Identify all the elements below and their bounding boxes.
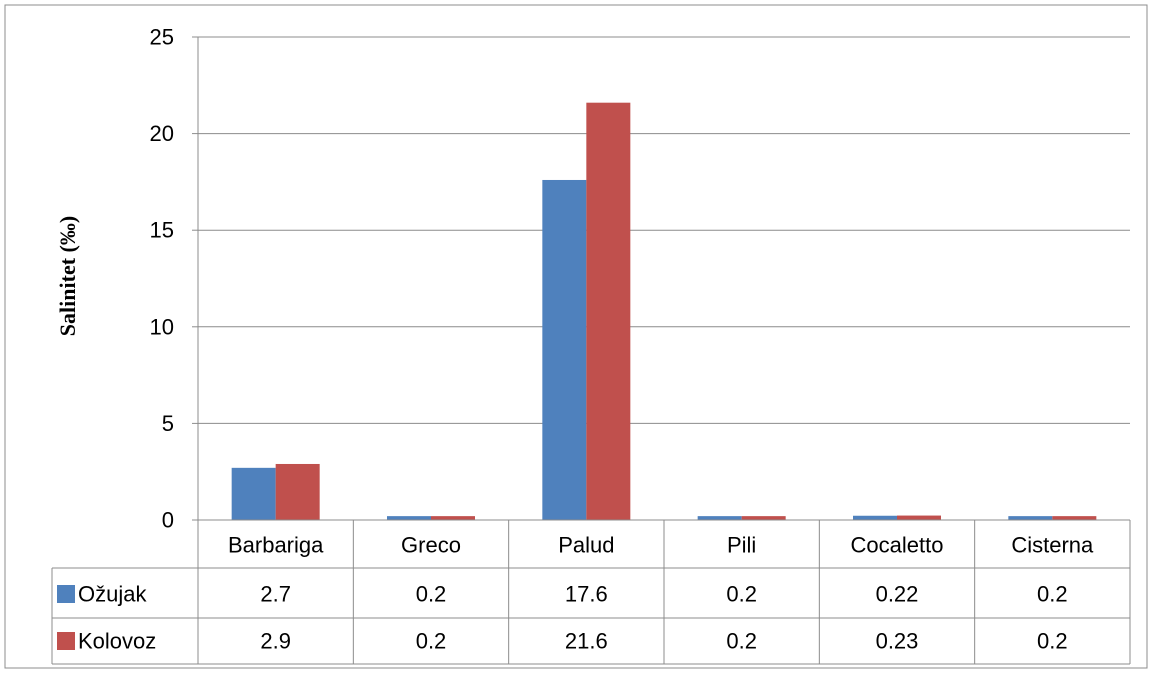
bar xyxy=(741,516,786,520)
bar xyxy=(853,515,897,520)
table-value: 0.23 xyxy=(876,629,919,654)
category-label: Cisterna xyxy=(1011,533,1094,558)
bar xyxy=(387,516,431,520)
bar xyxy=(542,179,587,520)
y-tick-label: 5 xyxy=(162,411,174,436)
bar xyxy=(586,102,631,521)
table-value: 0.22 xyxy=(876,582,919,607)
table-value: 0.2 xyxy=(1037,629,1068,654)
category-label: Greco xyxy=(401,533,461,558)
data-table: Barbariga Greco Palud Pili Cocaletto Cisterna… xyxy=(51,519,1131,665)
y-tick-label: 25 xyxy=(150,25,174,50)
y-tick-label: 0 xyxy=(162,508,174,533)
table-value: 0.2 xyxy=(416,582,447,607)
bar xyxy=(897,515,941,520)
table-value: 2.7 xyxy=(260,582,291,607)
category-label: Barbariga xyxy=(228,533,324,558)
bar xyxy=(431,516,475,520)
bars-layer xyxy=(231,102,1097,521)
axis-layer: 0 5 10 15 20 25 xyxy=(150,25,199,533)
y-tick-label: 10 xyxy=(150,314,174,339)
table-value: 21.6 xyxy=(565,629,608,654)
table-value: 0.2 xyxy=(726,629,757,654)
bar xyxy=(275,463,320,520)
legend-swatch xyxy=(57,585,75,603)
table-value: 0.2 xyxy=(416,629,447,654)
bar xyxy=(231,467,276,520)
table-value: 0.2 xyxy=(1037,582,1068,607)
bar xyxy=(1052,516,1097,520)
category-label: Palud xyxy=(558,533,614,558)
y-tick-label: 15 xyxy=(150,218,174,243)
category-label: Cocaletto xyxy=(851,533,944,558)
legend-swatch xyxy=(57,632,75,650)
legend-label: Ožujak xyxy=(78,582,147,607)
table-value: 17.6 xyxy=(565,582,608,607)
bar xyxy=(697,516,742,520)
table-value: 2.9 xyxy=(260,629,291,654)
legend-label: Kolovoz xyxy=(78,629,156,654)
bar xyxy=(1008,516,1053,520)
category-label: Pili xyxy=(727,533,756,558)
y-axis-label: Salinitet (‰) xyxy=(55,216,80,336)
table-value: 0.2 xyxy=(726,582,757,607)
y-tick-label: 20 xyxy=(150,121,174,146)
